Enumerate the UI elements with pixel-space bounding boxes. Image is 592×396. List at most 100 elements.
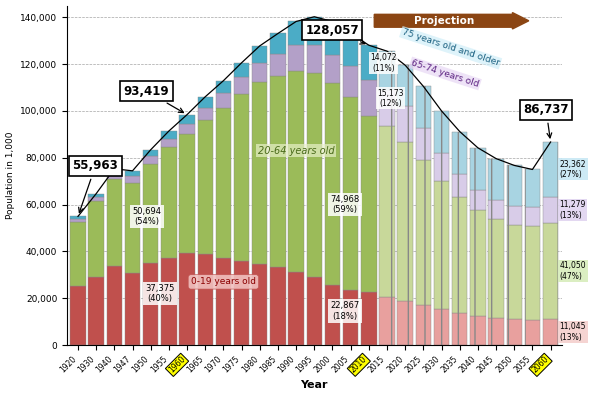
X-axis label: Year: Year [301,381,328,390]
Bar [88,194,104,196]
Bar [125,171,140,176]
Bar [525,320,540,345]
Text: 14,072
(11%): 14,072 (11%) [370,53,397,72]
Bar [161,147,176,257]
Bar [543,142,558,197]
Bar [161,131,176,139]
Bar [379,126,395,297]
Text: 22,867
(18%): 22,867 (18%) [330,301,360,321]
Text: 11,045
(13%): 11,045 (13%) [559,322,586,342]
Bar [416,160,431,305]
Bar [252,46,268,63]
Bar [161,257,176,345]
Bar [361,116,377,291]
Bar [343,290,358,345]
Bar [107,173,122,179]
Text: Projection: Projection [414,16,474,26]
Bar [434,153,449,181]
Bar [215,81,231,93]
Bar [88,201,104,276]
Bar [234,77,249,93]
Text: 50,694
(54%): 50,694 (54%) [133,207,162,226]
Bar [507,225,522,319]
Bar [361,291,377,345]
Bar [416,128,431,160]
Bar [107,266,122,345]
Bar [488,219,504,318]
Y-axis label: Population in 1,000: Population in 1,000 [5,131,15,219]
Bar [525,169,540,207]
Text: 55,963: 55,963 [73,160,118,212]
Bar [234,261,249,345]
Bar [215,258,231,345]
Bar [488,158,504,200]
Bar [434,181,449,309]
Bar [379,90,395,126]
Bar [107,169,122,173]
Text: 65-74 years old: 65-74 years old [410,58,480,89]
Text: 86,737: 86,737 [523,103,569,138]
Bar [252,264,268,345]
Bar [234,93,249,261]
Bar [434,309,449,345]
Bar [252,82,268,264]
Text: 0-19 years old: 0-19 years old [191,277,256,286]
Bar [125,183,140,273]
Bar [143,150,159,156]
Text: 74,968
(59%): 74,968 (59%) [330,195,360,214]
Bar [452,197,468,313]
Text: 11,279
(13%): 11,279 (13%) [559,200,586,220]
Bar [470,190,485,210]
Bar [379,51,395,90]
Text: 75 years old and older: 75 years old and older [401,28,500,68]
Bar [343,97,358,290]
Bar [215,108,231,258]
Text: 93,419: 93,419 [124,84,184,112]
Bar [470,148,485,190]
Bar [543,197,558,223]
Bar [543,319,558,345]
Bar [270,34,286,54]
Bar [343,66,358,97]
Bar [143,156,159,164]
Text: 23,362
(27%): 23,362 (27%) [559,160,586,179]
Bar [288,272,304,345]
Bar [198,97,213,108]
Bar [215,93,231,108]
Bar [507,206,522,225]
Text: 41,050
(47%): 41,050 (47%) [559,261,586,281]
Bar [88,276,104,345]
Bar [434,111,449,153]
Bar [143,263,159,345]
Bar [488,318,504,345]
Bar [107,179,122,266]
Bar [88,196,104,201]
Bar [325,285,340,345]
Bar [470,316,485,345]
Bar [307,72,322,277]
Bar [307,277,322,345]
Bar [452,174,468,197]
Bar [325,21,340,55]
Bar [270,267,286,345]
Bar [179,134,195,253]
Bar [543,223,558,319]
Bar [470,210,485,316]
Bar [397,301,413,345]
Bar [525,207,540,226]
Bar [307,45,322,72]
Bar [125,273,140,345]
Bar [179,114,195,124]
Bar [70,286,86,345]
Bar [488,200,504,219]
Text: 37,375
(40%): 37,375 (40%) [145,284,175,303]
Bar [507,319,522,345]
Bar [125,176,140,183]
Bar [198,253,213,345]
Text: 20-64 years old: 20-64 years old [258,146,334,156]
Bar [70,222,86,286]
Bar [198,108,213,120]
Bar [416,86,431,128]
Bar [70,219,86,222]
Bar [507,166,522,206]
